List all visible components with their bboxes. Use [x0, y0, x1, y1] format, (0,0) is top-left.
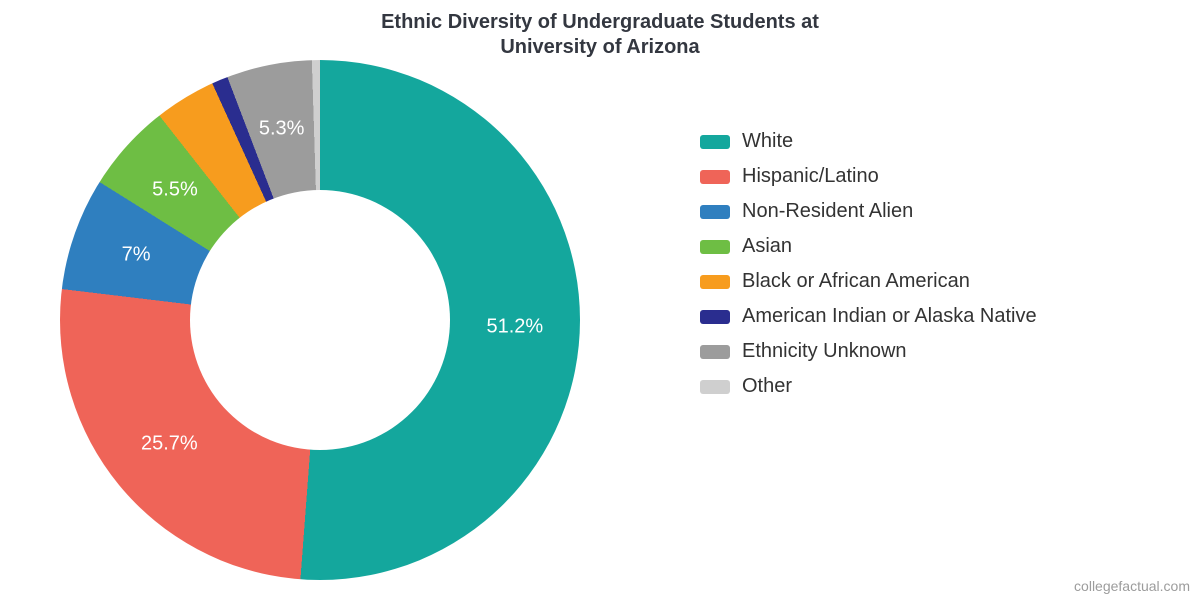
legend-swatch [700, 345, 730, 359]
legend-swatch [700, 240, 730, 254]
legend-label: Non-Resident Alien [742, 200, 913, 223]
legend-swatch [700, 170, 730, 184]
slice-pct-label: 51.2% [487, 316, 544, 339]
chart-title-line1: Ethnic Diversity of Undergraduate Studen… [381, 11, 819, 33]
legend-item: Hispanic/Latino [700, 165, 1037, 188]
chart-title: Ethnic Diversity of Undergraduate Studen… [0, 10, 1200, 60]
slice-pct-label: 25.7% [141, 432, 198, 455]
legend: White Hispanic/Latino Non-Resident Alien As… [700, 130, 1037, 410]
legend-label: White [742, 130, 793, 153]
legend-label: Other [742, 375, 792, 398]
legend-item: American Indian or Alaska Native [700, 305, 1037, 328]
legend-item: Asian [700, 235, 1037, 258]
slice-pct-label: 5.3% [259, 117, 305, 140]
slice-pct-label: 5.5% [152, 178, 198, 201]
legend-swatch [700, 205, 730, 219]
legend-label: American Indian or Alaska Native [742, 305, 1037, 328]
legend-item: White [700, 130, 1037, 153]
legend-item: Ethnicity Unknown [700, 340, 1037, 363]
legend-swatch [700, 310, 730, 324]
legend-item: Other [700, 375, 1037, 398]
donut-chart: 51.2% 25.7% 7% 5.5% 5.3% [60, 60, 580, 580]
attribution-text: collegefactual.com [1074, 578, 1190, 594]
legend-swatch [700, 135, 730, 149]
legend-label: Ethnicity Unknown [742, 340, 907, 363]
legend-item: Non-Resident Alien [700, 200, 1037, 223]
legend-label: Asian [742, 235, 792, 258]
slice-pct-label: 7% [122, 244, 151, 267]
legend-swatch [700, 380, 730, 394]
legend-label: Black or African American [742, 270, 970, 293]
legend-item: Black or African American [700, 270, 1037, 293]
legend-swatch [700, 275, 730, 289]
chart-title-line2: University of Arizona [500, 36, 699, 58]
legend-label: Hispanic/Latino [742, 165, 879, 188]
donut-hole [190, 190, 450, 450]
